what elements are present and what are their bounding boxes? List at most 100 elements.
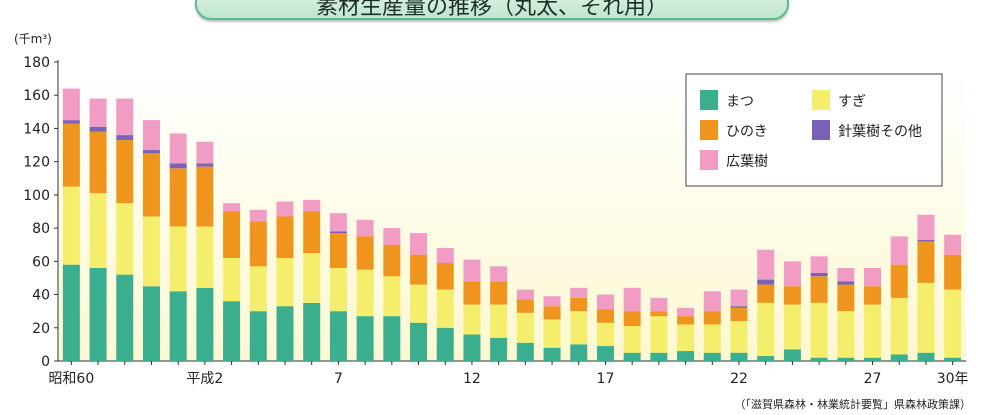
bar-segment <box>356 316 374 361</box>
y-tick-label: 180 <box>23 55 50 71</box>
legend-label: すぎ <box>838 94 866 110</box>
bar-segment <box>703 352 721 361</box>
bar-segment <box>89 193 107 268</box>
bar-segment <box>677 324 695 352</box>
bar-segment <box>436 327 454 361</box>
bar-segment <box>169 226 187 292</box>
bar-segment <box>356 269 374 317</box>
bar-segment <box>383 316 401 361</box>
bar-segment <box>730 306 748 308</box>
chart-title-banner: 素材生産量の推移（丸太、それ用） <box>195 0 789 20</box>
bar-segment <box>223 203 241 212</box>
legend-label: ひのき <box>726 124 768 140</box>
bar-segment <box>249 221 267 267</box>
bar-segment <box>223 301 241 361</box>
bar-segment <box>410 254 428 285</box>
bar-segment <box>463 334 481 361</box>
bar-segment <box>757 302 775 357</box>
bar-segment <box>196 163 214 167</box>
legend-label: 針葉樹その他 <box>838 124 922 140</box>
bar-segment <box>596 294 614 310</box>
bar-segment <box>116 135 134 141</box>
bar-segment <box>516 342 534 361</box>
bar-segment <box>329 213 347 232</box>
bar-segment <box>276 216 294 259</box>
bar-segment <box>810 272 828 277</box>
bar-segment <box>249 266 267 312</box>
bar-segment <box>142 153 160 217</box>
bar-segment <box>436 262 454 290</box>
x-tick-label: 27 <box>864 371 882 387</box>
bar-segment <box>890 354 908 361</box>
x-tick-label: 昭和60 <box>48 371 94 387</box>
bar-segment <box>677 316 695 325</box>
bar-segment <box>463 281 481 305</box>
bar-segment <box>62 88 80 121</box>
bar-segment <box>837 284 855 312</box>
bar-segment <box>169 168 187 227</box>
y-tick-label: 60 <box>32 254 50 270</box>
bar-segment <box>650 352 668 361</box>
bar-segment <box>89 131 107 194</box>
bar-segment <box>463 259 481 282</box>
bar-segment <box>837 281 855 285</box>
bar-segment <box>436 289 454 328</box>
bar-segment <box>329 311 347 361</box>
bar-segment <box>223 258 241 302</box>
bar-segment <box>303 302 321 361</box>
bar-segment <box>757 249 775 280</box>
bar-segment <box>917 282 935 353</box>
bar-segment <box>890 236 908 265</box>
y-tick-label: 0 <box>41 354 50 370</box>
bar-segment <box>944 254 962 290</box>
bar-segment <box>864 357 882 361</box>
bar-segment <box>944 234 962 255</box>
x-tick-label: 7 <box>334 371 343 387</box>
bar-segment <box>516 312 534 343</box>
bar-segment <box>730 289 748 307</box>
bar-segment <box>757 356 775 361</box>
legend-swatch <box>700 150 718 170</box>
bar-segment <box>650 297 668 312</box>
legend-label: まつ <box>726 94 754 110</box>
bar-segment <box>276 306 294 361</box>
bar-segment <box>837 267 855 282</box>
bar-segment <box>570 297 588 312</box>
bar-segment <box>810 302 828 358</box>
bar-segment <box>463 304 481 335</box>
bar-segment <box>196 226 214 288</box>
bar-segment <box>169 163 187 169</box>
bar-segment <box>596 346 614 361</box>
bar-segment <box>62 186 80 265</box>
bar-segment <box>276 201 294 217</box>
bar-segment <box>249 209 267 222</box>
bar-segment <box>703 324 721 353</box>
bar-segment <box>89 98 107 127</box>
y-tick-label: 40 <box>32 288 50 304</box>
bar-segment <box>783 304 801 350</box>
bar-segment <box>142 120 160 151</box>
x-tick-label: 12 <box>463 371 481 387</box>
bar-segment <box>703 311 721 325</box>
bar-segment <box>490 281 508 305</box>
bar-segment <box>864 286 882 305</box>
bar-segment <box>142 216 160 287</box>
y-tick-label: 140 <box>23 121 50 137</box>
bar-segment <box>810 256 828 273</box>
bar-segment <box>890 297 908 355</box>
bar-segment <box>623 352 641 361</box>
bar-segment <box>356 236 374 270</box>
bar-segment <box>303 211 321 254</box>
bar-segment <box>490 304 508 338</box>
bar-segment <box>543 296 561 307</box>
bar-segment <box>383 276 401 317</box>
bar-segment <box>596 309 614 323</box>
bar-segment <box>490 266 508 282</box>
bar-segment <box>89 267 107 361</box>
bar-segment <box>383 244 401 277</box>
bar-segment <box>142 150 160 154</box>
bar-segment <box>62 123 80 187</box>
bar-segment <box>89 126 107 132</box>
bar-segment <box>810 357 828 361</box>
